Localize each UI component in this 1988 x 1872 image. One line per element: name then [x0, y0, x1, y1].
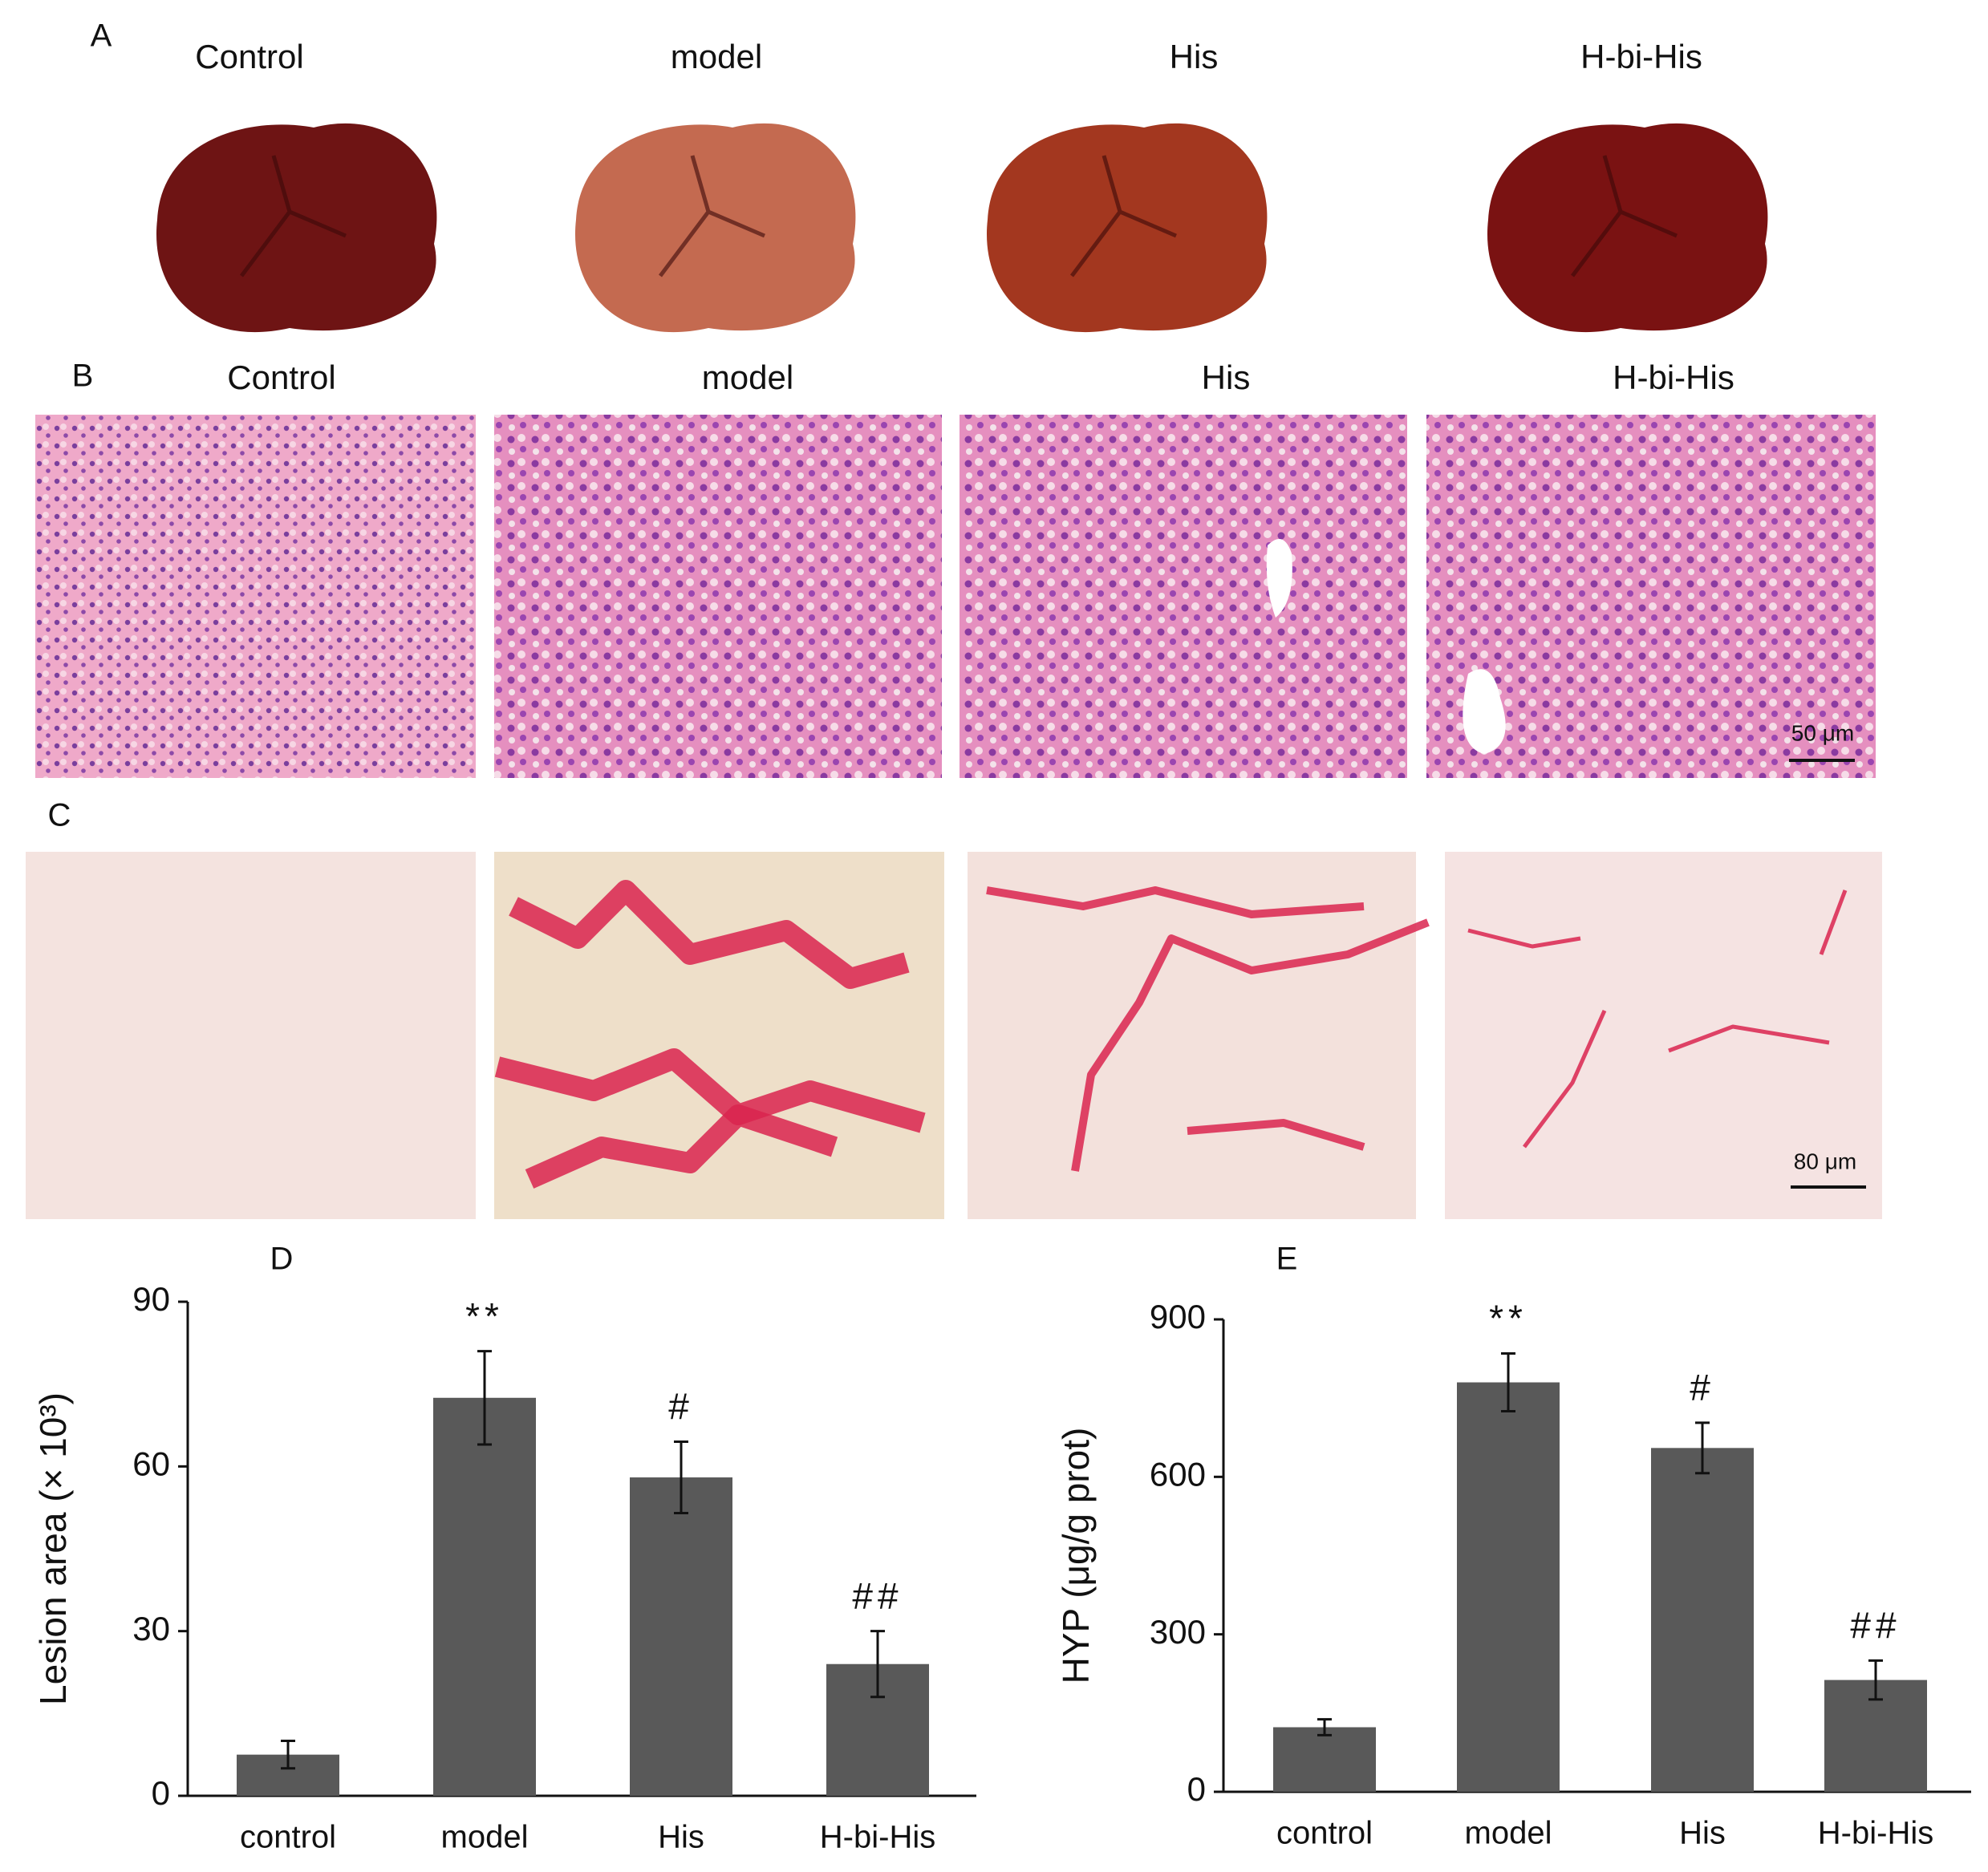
error-bar — [1317, 1718, 1332, 1736]
collagen-fiber — [1668, 1024, 1830, 1053]
scale-bar-label: 80 μm — [1794, 1149, 1856, 1173]
he-micrograph — [960, 415, 1407, 778]
liver-photo — [986, 123, 1268, 333]
significance-label: ** — [465, 1295, 504, 1337]
error-bar — [1501, 1352, 1515, 1413]
photo-title: model — [702, 359, 793, 396]
liver-fissure — [1571, 155, 1678, 278]
x-tick-label: control — [240, 1820, 336, 1855]
panel-label: A — [91, 18, 112, 54]
panel-label: C — [48, 798, 71, 833]
bar — [1651, 1448, 1754, 1792]
error-bar — [870, 1630, 885, 1699]
sirius-red-micrograph — [1445, 852, 1882, 1219]
bar — [1457, 1382, 1560, 1792]
liver-fissure — [659, 155, 765, 278]
y-axis-label: HYP (μg/g prot) — [1055, 1428, 1097, 1684]
y-tick-label: 600 — [1150, 1455, 1206, 1493]
x-tick-label: His — [1679, 1816, 1726, 1851]
bar — [433, 1397, 536, 1796]
liver-photo — [574, 123, 856, 333]
sirius-red-micrograph — [26, 852, 476, 1219]
photo-title: H-bi-His — [1580, 38, 1702, 75]
photo-title: His — [1202, 359, 1251, 396]
x-tick-label: H-bi-His — [820, 1820, 935, 1855]
y-tick-label: 0 — [1187, 1770, 1206, 1808]
bar — [630, 1477, 732, 1796]
collagen-fiber — [1187, 1119, 1365, 1151]
liver-photo — [156, 123, 437, 333]
he-micrograph — [35, 415, 476, 778]
significance-label: # — [1690, 1367, 1715, 1408]
y-tick-label: 30 — [132, 1610, 170, 1647]
vessel — [1463, 669, 1506, 754]
y-tick-label: 90 — [132, 1280, 170, 1318]
x-tick-label: His — [658, 1820, 704, 1855]
error-bar — [1695, 1421, 1710, 1475]
liver-photo — [1487, 123, 1768, 333]
he-micrograph — [494, 415, 942, 778]
photo-title: His — [1170, 38, 1219, 75]
chart-title: E — [1276, 1242, 1298, 1277]
x-tick-label: model — [1465, 1816, 1552, 1851]
significance-label: ** — [1489, 1298, 1528, 1339]
error-bar — [674, 1440, 688, 1515]
x-tick-label: H-bi-His — [1818, 1816, 1933, 1851]
collagen-fiber — [1523, 1009, 1607, 1149]
collagen-fiber — [1467, 928, 1581, 949]
significance-label: ## — [1850, 1605, 1901, 1647]
collagen-fiber — [986, 886, 1365, 918]
collagen-fiber — [494, 1048, 926, 1133]
photo-title: model — [671, 38, 762, 75]
photo-title: Control — [195, 38, 303, 75]
error-bar — [281, 1740, 295, 1770]
y-tick-label: 900 — [1150, 1298, 1206, 1335]
collagen-fiber — [525, 1104, 838, 1189]
significance-label: # — [668, 1386, 694, 1428]
y-tick-label: 0 — [152, 1774, 170, 1812]
liver-fissure — [240, 155, 347, 278]
x-tick-label: model — [441, 1820, 529, 1855]
bar — [1273, 1727, 1376, 1792]
sirius-red-micrograph — [968, 852, 1416, 1219]
y-axis-label: Lesion area (× 10³) — [32, 1392, 74, 1705]
vessel — [1266, 539, 1292, 618]
photo-title: H-bi-His — [1613, 359, 1734, 396]
error-bar — [1868, 1659, 1883, 1701]
collagen-fiber — [509, 880, 910, 989]
scale-bar-label: 50 μm — [1791, 720, 1854, 745]
panel-label: B — [72, 359, 94, 394]
chart-title: D — [270, 1242, 294, 1277]
y-tick-label: 300 — [1150, 1613, 1206, 1651]
collagen-fiber — [1071, 918, 1430, 1172]
significance-label: ## — [852, 1575, 903, 1617]
photo-title: Control — [227, 359, 335, 396]
liver-fissure — [1070, 155, 1177, 278]
x-tick-label: control — [1276, 1816, 1373, 1851]
error-bar — [477, 1350, 492, 1446]
collagen-fiber — [1819, 889, 1848, 955]
y-tick-label: 60 — [132, 1445, 170, 1482]
